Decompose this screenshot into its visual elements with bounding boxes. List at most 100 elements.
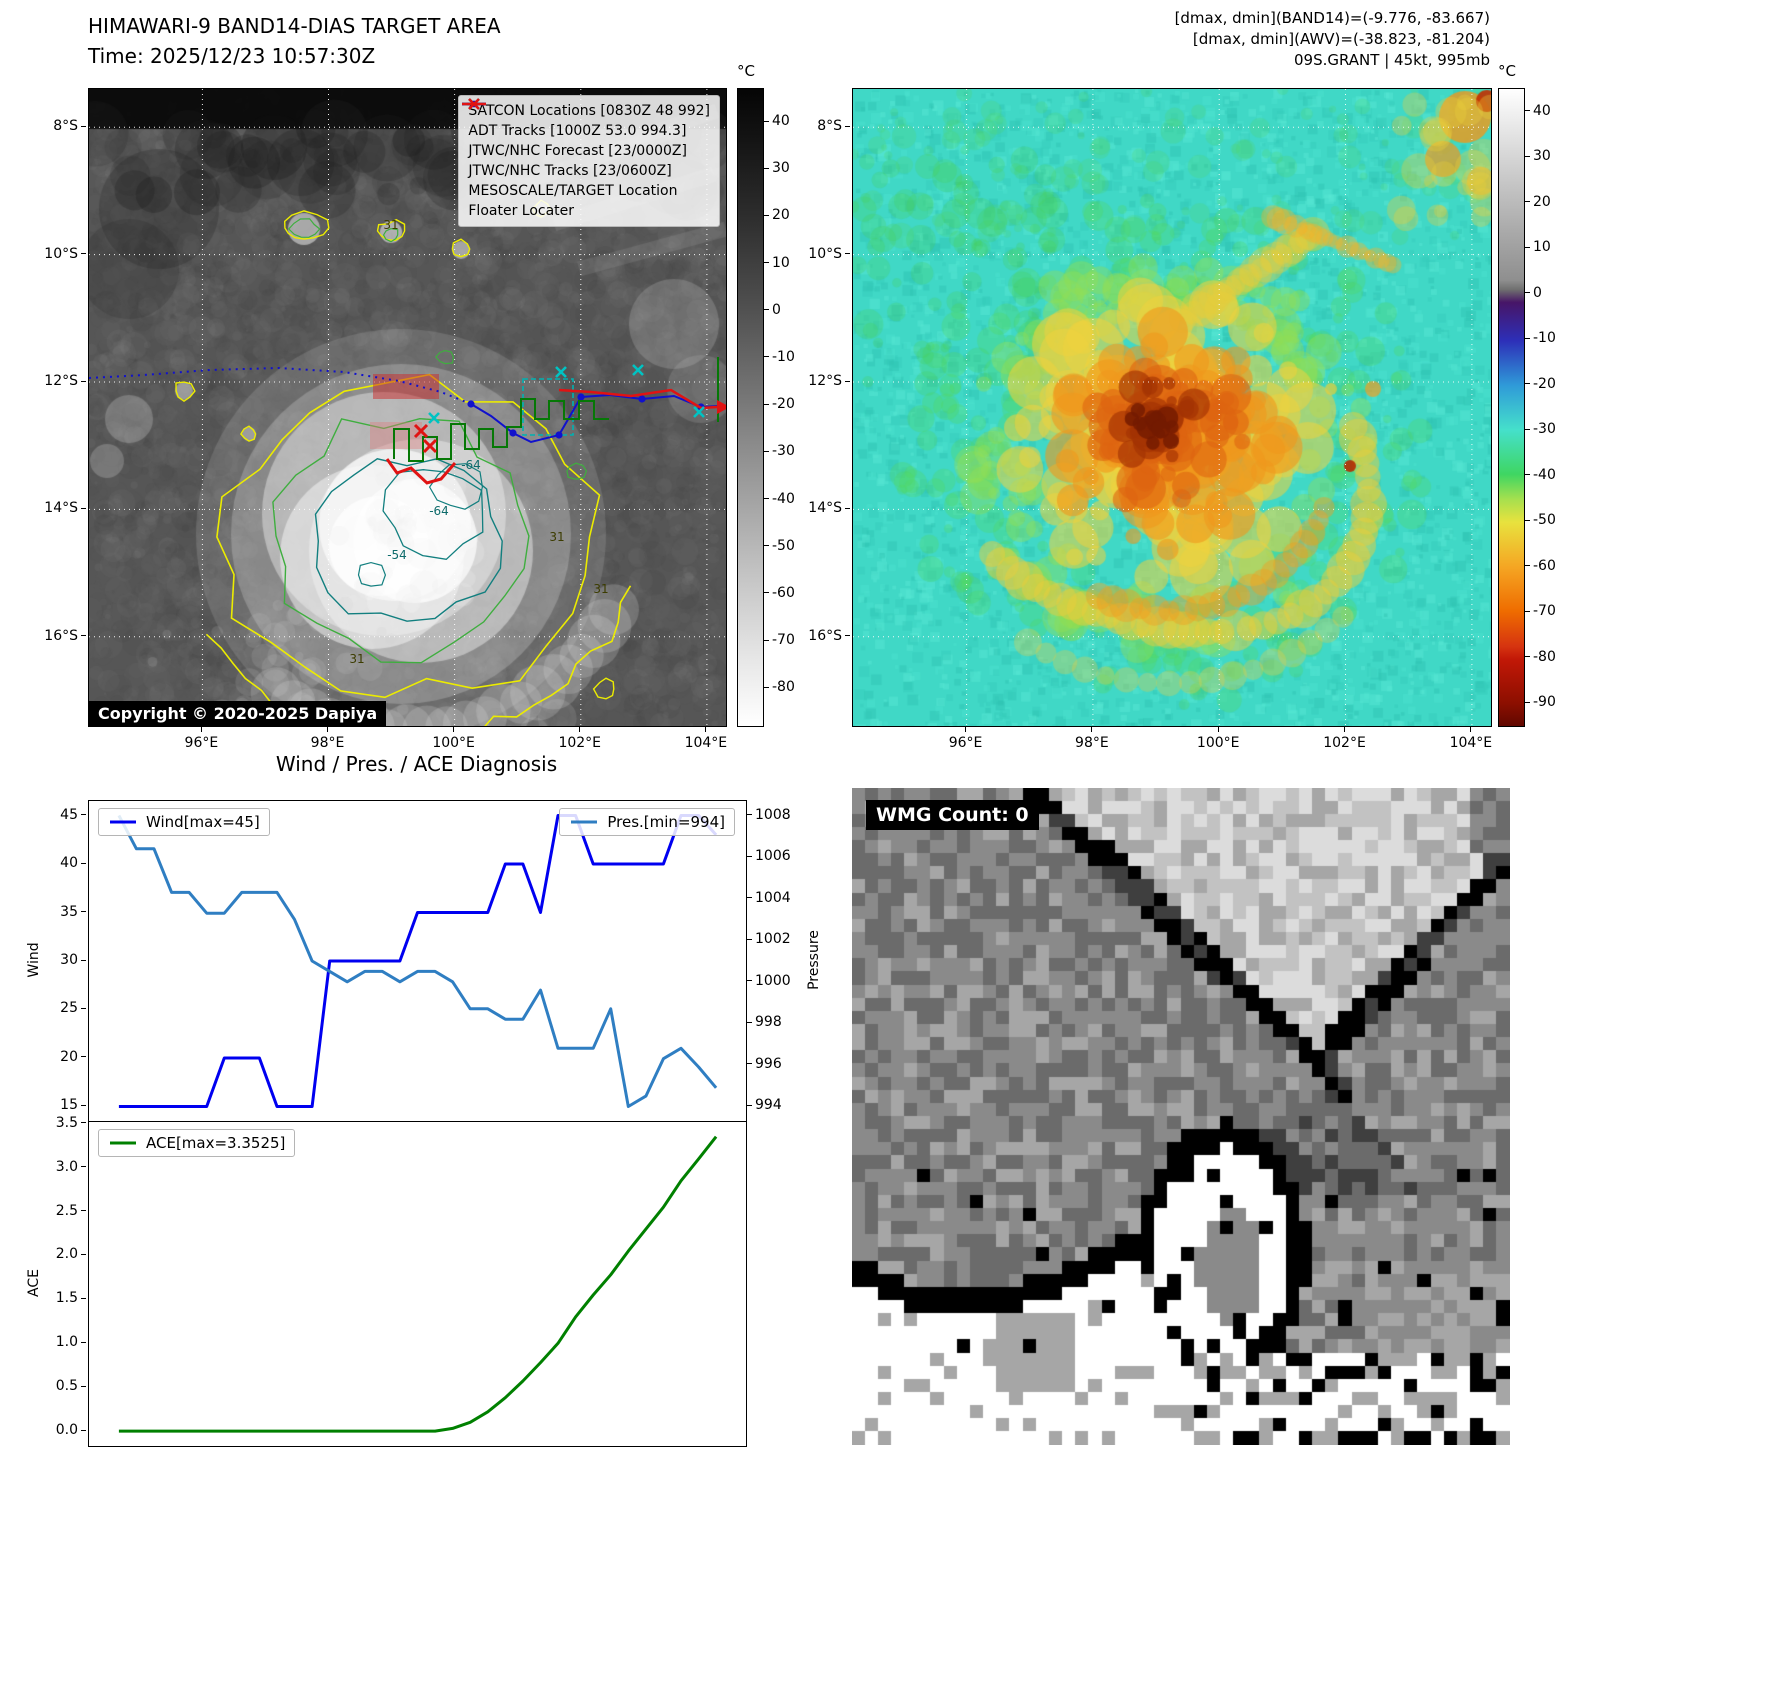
tick-mark [845, 507, 850, 509]
legend-label-adt: ADT Tracks [1000Z 53.0 994.3] [468, 123, 687, 139]
colorbar-tick-label: -10 [1533, 330, 1556, 347]
awv-colorbar-unit: °C [1498, 62, 1516, 80]
legend-row-jtwc-tracks: JTWC/NHC Tracks [23/0600Z] [462, 100, 710, 181]
tick-mark [747, 897, 752, 899]
svg-text:-64: -64 [429, 504, 449, 518]
ace-axis-label: ACE [26, 1269, 42, 1297]
colorbar-tick-label: 10 [772, 254, 790, 271]
tick-mark [845, 380, 850, 382]
y-tick-label: 16°S [44, 627, 78, 644]
tick-mark [965, 727, 967, 732]
tick-mark [81, 1056, 86, 1058]
tick-mark [81, 253, 86, 255]
tick-mark [1525, 110, 1530, 112]
colorbar-tick-label: -50 [1533, 512, 1556, 529]
y-tick-label: 16°S [808, 627, 842, 644]
band14-colorbar [737, 88, 764, 727]
tick-mark [764, 262, 769, 264]
colorbar-tick-label: -80 [772, 679, 795, 696]
tick-mark [764, 498, 769, 499]
tick-mark [764, 592, 769, 594]
tick-mark [747, 855, 752, 857]
tick-mark [764, 639, 769, 641]
floater-line-icon [462, 102, 487, 106]
wind-legend: Wind[max=45] [98, 808, 270, 836]
y-tick-label: 8°S [53, 118, 78, 135]
tick-mark [764, 309, 769, 311]
tick-mark [1525, 701, 1530, 703]
tick-mark [1525, 656, 1530, 658]
tick-mark [1217, 727, 1219, 732]
band14-map-legend: SATCON Locations [0830Z 48 992] ADT Trac… [458, 95, 720, 227]
y-tick-label: 14°S [808, 500, 842, 517]
colorbar-tick-label: -60 [772, 584, 795, 601]
tick-mark [845, 125, 850, 127]
tick-mark [1470, 727, 1472, 732]
ace-tick-label: 1.0 [55, 1334, 78, 1351]
copyright-label: Copyright © 2020-2025 Dapiya [89, 701, 387, 726]
colorbar-tick-label: -40 [1533, 466, 1556, 483]
colorbar-tick-label: 0 [1533, 284, 1542, 301]
wind-axis-label: Wind [26, 942, 42, 978]
x-tick-label: 96°E [948, 735, 983, 751]
tick-mark [747, 980, 752, 982]
tick-mark [81, 1122, 86, 1124]
tick-mark [747, 1104, 752, 1106]
wind-tick-label: 15 [60, 1097, 78, 1114]
tick-mark [1525, 201, 1530, 203]
tick-mark [747, 1021, 752, 1023]
colorbar-tick-label: 0 [772, 301, 781, 318]
diagnosis-title: Wind / Pres. / ACE Diagnosis [275, 752, 558, 776]
band14-time-label: Time: 2025/12/23 10:57:30Z [88, 44, 376, 68]
tick-mark [1525, 610, 1530, 612]
legend-row-forecast: JTWC/NHC Forecast [23/0000Z] [462, 102, 710, 161]
tick-mark [81, 635, 86, 637]
legend-label-satcon: SATCON Locations [0830Z 48 992] [468, 103, 710, 119]
awv-colorbar [1498, 88, 1525, 727]
svg-text:31: 31 [349, 652, 364, 666]
y-tick-label: 12°S [44, 373, 78, 390]
wind-tick-label: 25 [60, 1000, 78, 1017]
pressure-tick-label: 998 [755, 1014, 782, 1031]
legend-label-forecast: JTWC/NHC Forecast [23/0000Z] [468, 143, 687, 159]
tick-mark [81, 1210, 86, 1212]
tick-mark [764, 214, 769, 216]
tick-mark [764, 120, 769, 122]
legend-row-adt: ADT Tracks [1000Z 53.0 994.3] [462, 102, 710, 141]
tick-mark [81, 911, 86, 912]
tick-mark [81, 1385, 86, 1387]
colorbar-tick-label: -20 [1533, 375, 1556, 392]
x-tick-label: 98°E [1075, 735, 1109, 751]
ace-tick-label: 3.0 [55, 1158, 78, 1175]
x-tick-label: 96°E [184, 735, 219, 751]
tick-mark [764, 167, 769, 169]
colorbar-tick-label: -70 [772, 632, 795, 649]
pressure-line-icon [571, 820, 598, 824]
colorbar-tick-label: -50 [772, 537, 795, 554]
tick-mark [1525, 383, 1530, 385]
band14-colorbar-unit: °C [737, 62, 755, 80]
tick-mark [1525, 565, 1530, 567]
tick-mark [200, 727, 202, 732]
tick-mark [705, 727, 707, 732]
tick-mark [764, 356, 769, 358]
tick-mark [764, 403, 769, 405]
ace-tick-label: 0.5 [55, 1378, 78, 1395]
tick-mark [81, 862, 86, 864]
tick-mark [764, 450, 769, 452]
wind-pressure-chart [88, 800, 747, 1122]
wind-tick-label: 35 [60, 903, 78, 920]
svg-text:31: 31 [383, 218, 398, 232]
band14-satellite-map: 31 31 31 31 -54 -64 -64 SATCON Locations [0830… [88, 88, 727, 727]
tick-mark [81, 1341, 86, 1343]
tick-mark [747, 814, 752, 816]
colorbar-tick-label: -40 [772, 490, 795, 507]
colorbar-tick-label: 30 [1533, 148, 1551, 165]
x-tick-label: 98°E [310, 735, 345, 751]
wind-tick-label: 45 [60, 806, 78, 823]
tick-mark [1091, 727, 1093, 732]
colorbar-tick-label: 20 [1533, 193, 1551, 210]
colorbar-tick-label: -90 [1533, 694, 1556, 711]
y-tick-label: 14°S [44, 500, 78, 517]
tick-mark [327, 727, 328, 732]
